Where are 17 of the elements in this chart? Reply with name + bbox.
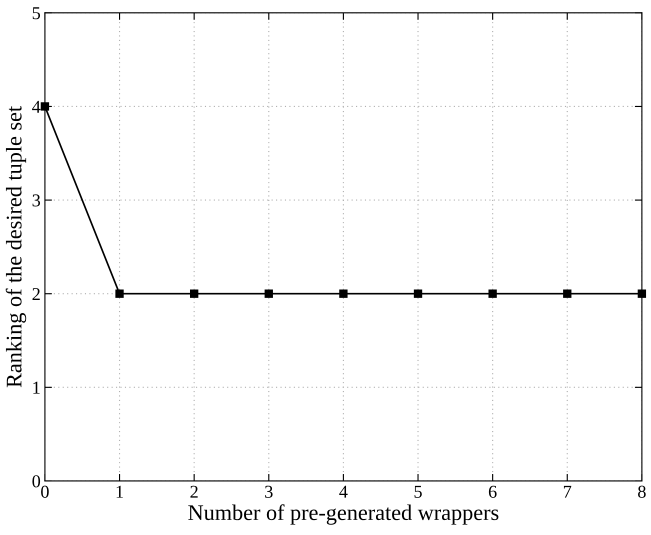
x-tick-label: 6	[488, 486, 497, 498]
y-tick-label: 2	[32, 288, 40, 300]
x-tick-label: 0	[41, 486, 49, 498]
y-axis-title: Ranking of the desired tuple set	[6, 106, 26, 388]
x-tick-label: 3	[265, 486, 273, 498]
y-tick-label: 3	[32, 194, 40, 207]
x-tick-label: 1	[116, 486, 123, 498]
y-tick-label: 0	[32, 475, 40, 488]
y-tick-label: 5	[32, 7, 40, 20]
x-tick-label: 2	[190, 486, 198, 498]
x-tick-label: 7	[564, 486, 572, 498]
y-tick-label: 1	[33, 382, 40, 394]
y-tick-label: 4	[32, 100, 40, 113]
x-tick-label: 8	[638, 486, 646, 498]
x-axis-title: Number of pre-generated wrappers	[188, 504, 498, 525]
x-tick-label: 4	[339, 486, 348, 498]
x-tick-label: 5	[414, 486, 422, 498]
